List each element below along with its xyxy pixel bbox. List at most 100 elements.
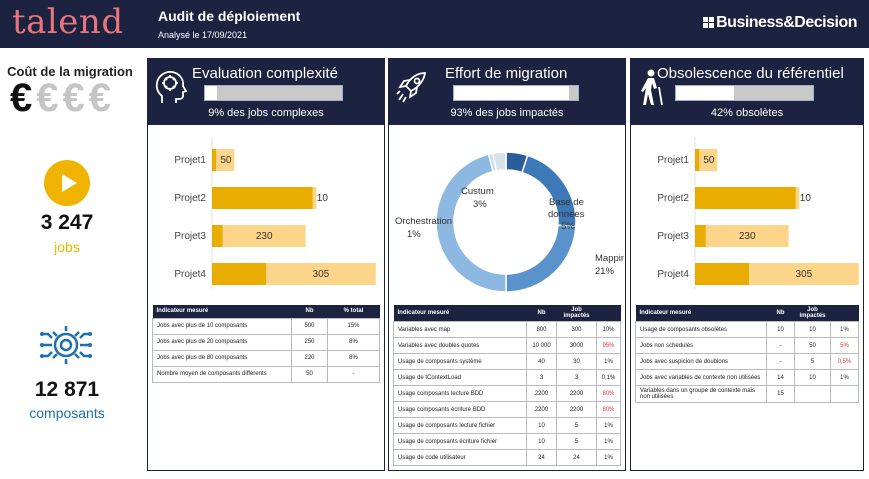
data-label: 230 (739, 231, 756, 242)
bar-segment-primary (695, 225, 706, 247)
table-cell: Variables avec map (393, 321, 527, 338)
table-cell: Usage de composants obsolètes (635, 321, 767, 338)
table-cell: Usage de composants lecture fichier (393, 417, 527, 434)
table-header (830, 305, 859, 322)
elderly-person-icon (641, 69, 663, 106)
table-cell: 95% (596, 337, 621, 354)
euro-icon: € (88, 76, 115, 120)
complexity-progress (204, 85, 343, 101)
obsolescence-bar-chart: Projet1 50 Projet2 10 Projet3 230 Projet4 305 (657, 137, 859, 289)
table-cell: Jobs avec plus de 20 composants (152, 333, 292, 351)
obsolescence-header: Obsolescence du référentiel 42% obsolète… (631, 59, 863, 125)
table-cell: Jobs avec suspicion de doublons (635, 353, 767, 370)
table-cell: 2200 (526, 401, 557, 418)
table-cell: Jobs avec variables de contexte non util… (635, 369, 767, 386)
cost-rating: €€€€ (10, 76, 115, 121)
components-count: 12 871 (34, 378, 100, 401)
table-row: Jobs avec variables de contexte non util… (635, 369, 859, 386)
obsolescence-table: Indicateur mesuré Nb Job impactés Usage … (635, 305, 859, 403)
table-cell: 3 (526, 369, 557, 386)
table-cell: 1% (596, 433, 621, 450)
effort-title: Effort de migration (445, 65, 568, 82)
slice-value: 21% (595, 266, 615, 277)
category-label: Projet4 (174, 269, 206, 280)
table-cell: 500 (291, 317, 328, 335)
table-cell: Usage de code utilisateur (393, 449, 527, 466)
table-cell: 800 (526, 321, 557, 338)
table-cell: 50 (794, 337, 831, 354)
table-header: Nb (291, 305, 328, 318)
brand-mark-icon (703, 17, 715, 28)
table-cell: 5 (794, 353, 831, 370)
table-cell: 2200 (556, 385, 597, 402)
table-cell: Jobs avec plus de 80 composants (152, 349, 292, 367)
bar-segment-secondary (705, 225, 789, 247)
circuit-gear-icon (40, 326, 92, 364)
table-cell: 3 (556, 369, 597, 386)
table-row: Usage de tContextLoad 3 3 0,1% (393, 369, 621, 386)
table-cell (830, 385, 859, 403)
donut-slice (492, 151, 507, 172)
table-cell: 2200 (526, 385, 557, 402)
table-row: Usage de composants écriture fichier 10 5 1… (393, 433, 621, 450)
table-row: Usage de composants obsolètes 10 10 1% (635, 321, 859, 338)
table-row: Variables dans un groupe de contexte mai… (635, 385, 859, 403)
category-label: Projet4 (657, 269, 689, 280)
data-label: 230 (256, 231, 273, 242)
complexity-header: Evaluation complexité 9% des jobs comple… (148, 59, 384, 125)
table-cell: 1% (596, 353, 621, 370)
table-cell: 40 (526, 353, 557, 370)
table-cell: Usage de composants système (393, 353, 527, 370)
table-cell: 5% (830, 337, 859, 354)
table-cell: 0,1% (596, 369, 621, 386)
table-cell: Variables avec doubles quotes (393, 337, 527, 354)
table-cell: 80% (596, 385, 621, 402)
table-cell: 3000 (556, 337, 597, 354)
bar-segment-secondary (266, 263, 376, 285)
jobs-count: 3 247 (40, 211, 94, 234)
table-row: Jobs avec suspicion de doublons -5 0,5% (635, 353, 859, 370)
table-cell: 1% (830, 321, 859, 338)
complexity-bar-chart: Projet1 50 Projet2 10 Projet3 230 Projet4 305 (174, 137, 376, 289)
table-cell: Usage de tContextLoad (393, 369, 527, 386)
table-cell: Jobs avec plus de 10 composants (152, 317, 292, 335)
table-row: Jobs avec plus de 20 composants 250 8% (152, 333, 380, 351)
table-row: Nombre moyen de composants différents 50- (152, 365, 380, 383)
complexity-table: Indicateur mesuré Nb % total Jobs avec p… (152, 305, 380, 383)
donut-slice (505, 224, 577, 293)
euro-icon: € (62, 76, 89, 120)
data-label: 10 (317, 193, 329, 204)
table-row: Jobs avec plus de 10 composants 500 15% (152, 317, 380, 335)
table-cell: 220 (291, 349, 328, 367)
complexity-summary: 9% des jobs complexes (208, 107, 324, 119)
bar-segment-primary (212, 225, 223, 247)
cost-label: Coût de la migration (7, 64, 133, 79)
table-cell: 250 (291, 333, 328, 351)
table-header: Indicateur mesuré (635, 305, 767, 322)
table-cell: 15% (327, 317, 380, 335)
table-header: Indicateur mesuré (393, 305, 527, 322)
category-label: Projet1 (657, 155, 689, 166)
table-cell: Variables dans un groupe de contexte mai… (635, 385, 767, 403)
table-cell: 30 (556, 353, 597, 370)
bar-segment-primary (695, 149, 700, 171)
table-row: Usage de composants système 40 30 1% (393, 353, 621, 370)
table-header: Nb (766, 305, 795, 322)
table-cell: Usage composants lecture BDD (393, 385, 527, 402)
category-label: Projet3 (657, 231, 689, 242)
table-cell (794, 385, 831, 403)
table-cell: 10 (526, 417, 557, 434)
complexity-progress-rest (217, 86, 342, 100)
euro-icon: € (10, 76, 37, 120)
table-cell: 14 (766, 369, 795, 386)
table-row: Variables avec doubles quotes 10 000 3000 9… (393, 337, 621, 354)
table-cell: Usage de composants écriture fichier (393, 433, 527, 450)
components-label: composants (29, 405, 105, 421)
table-cell: 10 (526, 433, 557, 450)
table-cell: 24 (526, 449, 557, 466)
slice-value: 1% (407, 229, 421, 240)
effort-donut-chart: Base dedonnées5%Mapping21%Fichiers24%Tra… (395, 151, 624, 293)
table-cell: Nombre moyen de composants différents (152, 365, 292, 383)
slice-label: Custum (461, 186, 494, 197)
page-title: Audit de déploiement (158, 8, 301, 24)
